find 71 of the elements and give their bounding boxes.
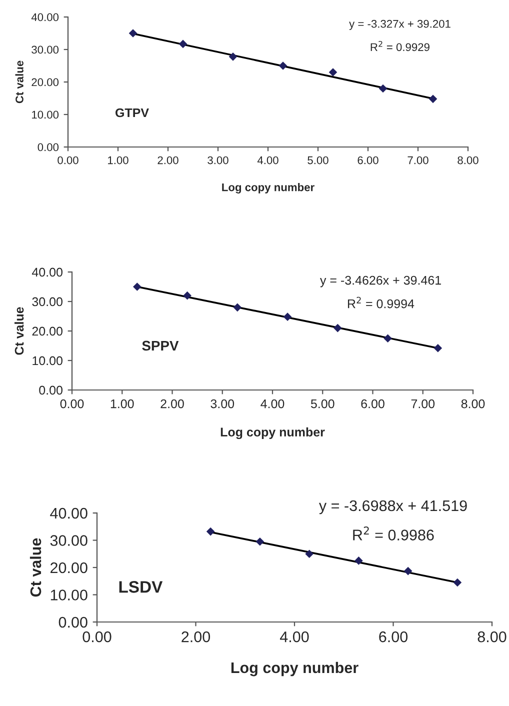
point bbox=[428, 94, 438, 104]
point bbox=[354, 556, 363, 565]
x-tick-label: 8.00 bbox=[461, 399, 485, 408]
x-axis-title: Log copy number bbox=[220, 427, 325, 440]
y-tick-label: 20.00 bbox=[32, 326, 62, 336]
y-tick-label: 20.00 bbox=[32, 78, 59, 86]
x-tick-label: 8.00 bbox=[458, 156, 478, 164]
point bbox=[328, 68, 338, 76]
x-tick-label: 7.00 bbox=[408, 156, 428, 164]
annotation: R$^{2}$ = 0.9986 bbox=[353, 526, 434, 540]
x-tick-label: 2.00 bbox=[160, 399, 184, 408]
point bbox=[404, 566, 412, 576]
y-tick-label: 10.00 bbox=[32, 356, 62, 366]
x-tick-label: 3.00 bbox=[208, 156, 228, 164]
y-tick-label: 40.00 bbox=[32, 268, 62, 277]
y-tick-label: 30.00 bbox=[32, 46, 59, 54]
x-tick-label: 6.00 bbox=[361, 399, 384, 408]
y-tick-label: 40.00 bbox=[31, 13, 59, 22]
annotation: LSDV bbox=[119, 581, 163, 593]
point bbox=[333, 324, 342, 332]
point bbox=[228, 52, 238, 61]
y-tick-label: 0.00 bbox=[38, 143, 59, 152]
annotation: GTPV bbox=[115, 108, 149, 118]
x-tick-label: 6.00 bbox=[379, 631, 408, 642]
point bbox=[434, 344, 442, 352]
x-tick-label: 7.00 bbox=[411, 399, 435, 408]
point bbox=[233, 303, 242, 312]
x-tick-label: 4.00 bbox=[280, 631, 309, 642]
point bbox=[132, 282, 142, 291]
x-tick-label: 1.00 bbox=[110, 399, 134, 408]
x-tick-label: 0.00 bbox=[82, 631, 112, 642]
y-tick-label: 30.00 bbox=[50, 535, 88, 546]
annotation: y = -3.6988x + 41.519 bbox=[318, 500, 467, 514]
y-tick-label: 10.00 bbox=[50, 590, 88, 600]
y-axis-title: Ct value bbox=[15, 60, 24, 104]
point bbox=[183, 291, 192, 300]
point bbox=[206, 527, 215, 536]
x-tick-label: 8.00 bbox=[478, 631, 506, 642]
annotation: SPPV bbox=[142, 340, 179, 351]
y-tick-label: 0.00 bbox=[58, 616, 88, 628]
x-tick-label: 6.00 bbox=[358, 156, 378, 164]
x-axis-title: Log copy number bbox=[222, 183, 314, 194]
point bbox=[384, 334, 392, 343]
x-tick-label: 2.00 bbox=[182, 631, 210, 642]
x-tick-label: 3.00 bbox=[210, 399, 234, 408]
x-tick-label: 5.00 bbox=[308, 156, 328, 164]
x-tick-label: 1.00 bbox=[108, 156, 128, 164]
y-tick-label: 40.00 bbox=[50, 508, 88, 519]
point bbox=[305, 550, 314, 558]
x-tick-label: 2.00 bbox=[158, 156, 178, 164]
point bbox=[278, 62, 288, 70]
point bbox=[283, 312, 292, 322]
point bbox=[256, 537, 264, 546]
point bbox=[453, 578, 462, 587]
x-axis-title: Log copy number bbox=[231, 662, 358, 676]
x-tick-label: 4.00 bbox=[257, 156, 278, 164]
annotation: y = -3.327x + 39.201 bbox=[349, 20, 450, 30]
x-tick-label: 4.00 bbox=[260, 399, 284, 408]
point bbox=[128, 29, 138, 38]
y-axis-title: Ct value bbox=[30, 538, 42, 597]
y-axis-title: Ct value bbox=[14, 307, 24, 355]
x-tick-label: 5.00 bbox=[310, 399, 334, 408]
point bbox=[378, 84, 388, 93]
annotation: R$^{2}$ = 0.9929 bbox=[370, 40, 430, 52]
annotation: R$^{2}$ = 0.9994 bbox=[348, 296, 414, 308]
annotation: y = -3.4626x + 39.461 bbox=[320, 276, 441, 288]
point bbox=[178, 40, 188, 48]
y-tick-label: 30.00 bbox=[32, 297, 62, 306]
y-tick-label: 10.00 bbox=[32, 110, 59, 119]
y-tick-label: 0.00 bbox=[39, 386, 62, 395]
y-tick-label: 20.00 bbox=[50, 562, 88, 574]
